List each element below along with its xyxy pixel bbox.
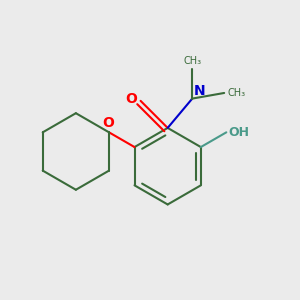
Text: OH: OH	[229, 126, 250, 139]
Text: CH₃: CH₃	[183, 56, 201, 66]
Text: O: O	[125, 92, 137, 106]
Text: CH₃: CH₃	[228, 88, 246, 98]
Text: N: N	[194, 84, 206, 98]
Text: O: O	[103, 116, 114, 130]
